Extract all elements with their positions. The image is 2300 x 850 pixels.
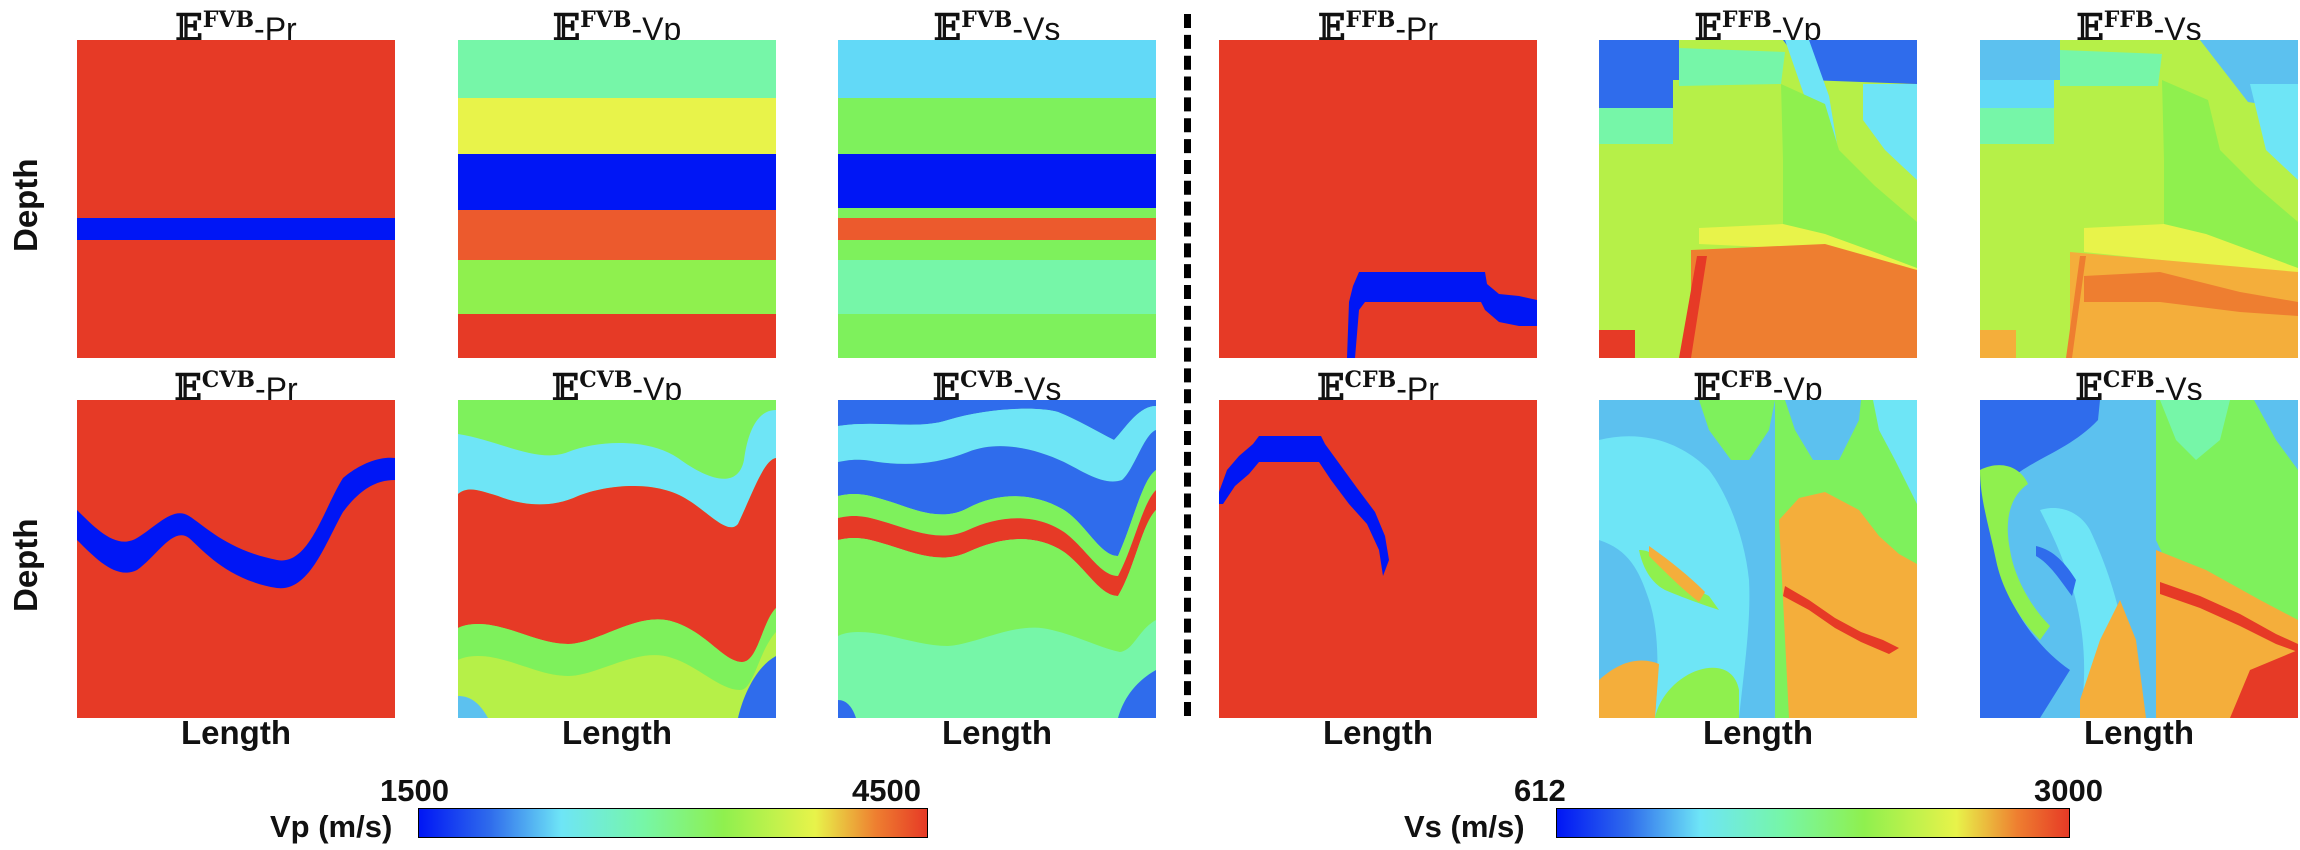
layer	[1679, 48, 1785, 86]
layer	[458, 210, 776, 260]
layer	[1980, 40, 2298, 110]
layer	[458, 608, 776, 690]
layer	[2060, 50, 2162, 86]
layer	[2160, 582, 2298, 652]
panel-cvb-vs	[838, 400, 1156, 718]
layer	[1599, 80, 1673, 108]
layer	[458, 400, 776, 479]
layer	[458, 632, 776, 718]
colorbar-vp-max: 4500	[852, 773, 921, 808]
layer	[838, 260, 1156, 314]
layer	[1873, 400, 1917, 504]
layer	[1980, 80, 2054, 108]
layer	[2162, 80, 2298, 270]
layer	[77, 40, 395, 358]
layer	[458, 154, 776, 210]
panel-fvb-vp	[458, 40, 776, 358]
panel-fvb-vs	[838, 40, 1156, 358]
layer	[1649, 546, 1705, 602]
layer	[838, 490, 1156, 596]
layer	[838, 208, 1156, 218]
section-divider	[1184, 14, 1191, 716]
layer	[2160, 400, 2230, 460]
layer	[2080, 600, 2146, 718]
layer	[1980, 465, 2050, 640]
panel-cvb-vp	[458, 400, 776, 718]
layer	[838, 154, 1156, 208]
layer	[838, 240, 1156, 260]
layer	[2084, 272, 2298, 316]
layer	[838, 510, 1156, 652]
layer	[1599, 40, 1917, 84]
panel-fvb-pr	[77, 40, 395, 358]
colorbar-vp-min: 1500	[380, 773, 449, 808]
panel-cfb-vp	[1599, 400, 1917, 718]
layer	[1599, 660, 1659, 718]
panel-ffb-pr	[1219, 40, 1537, 358]
layer	[1980, 330, 2016, 358]
layer	[2230, 650, 2298, 718]
layer	[458, 40, 776, 98]
layer	[1863, 84, 1917, 180]
x-axis-label: Length	[2084, 714, 2194, 751]
colorbar-vs-min: 612	[1514, 773, 1566, 808]
panel-cfb-vs	[1980, 400, 2298, 718]
layer	[2250, 84, 2298, 180]
layer	[838, 470, 1156, 576]
layer	[838, 700, 856, 718]
x-axis-label: Length	[1703, 714, 1813, 751]
layer	[458, 314, 776, 358]
layer	[1699, 400, 1775, 460]
layer	[458, 260, 776, 314]
layer	[838, 40, 1156, 98]
layer	[1679, 256, 1707, 358]
y-axis-label-row1: Depth	[7, 158, 44, 253]
layer	[2084, 224, 2298, 274]
layer	[838, 98, 1156, 154]
layer	[77, 457, 395, 589]
colorbar-vs-label: Vs (m/s)	[1404, 809, 1525, 844]
layer	[458, 696, 488, 718]
layer	[1599, 108, 1673, 144]
panel-ffb-vs	[1980, 40, 2298, 358]
layer	[1785, 400, 1861, 460]
x-axis-label: Length	[181, 714, 291, 751]
x-axis-label: Length	[942, 714, 1052, 751]
panel-cfb-pr	[1219, 400, 1537, 718]
colorbar-vs	[1556, 808, 2070, 838]
layer	[1781, 84, 1917, 270]
layer	[1118, 670, 1156, 718]
colorbar-vp	[418, 808, 928, 838]
layer	[1783, 586, 1899, 654]
panel-title: 𝔼FVB-Vp	[552, 7, 682, 49]
layer	[77, 218, 395, 240]
layer	[838, 218, 1156, 240]
layer	[738, 656, 776, 718]
layer	[838, 430, 1156, 556]
layer	[2036, 546, 2076, 596]
layer	[2066, 256, 2086, 358]
layer	[838, 400, 1156, 440]
layer	[458, 98, 776, 154]
layer	[1219, 436, 1389, 576]
colorbar-vp-label: Vp (m/s)	[270, 809, 393, 844]
layer	[838, 406, 1156, 482]
layer	[1347, 272, 1537, 358]
layer	[838, 314, 1156, 358]
panel-cvb-pr	[77, 400, 395, 718]
layer	[458, 410, 776, 528]
x-axis-label: Length	[562, 714, 672, 751]
x-axis-label: Length	[1323, 714, 1433, 751]
panel-ffb-vp	[1599, 40, 1917, 358]
y-axis-label-row2: Depth	[7, 518, 44, 613]
layer	[1980, 108, 2054, 144]
layer	[1599, 330, 1635, 358]
layer	[1779, 492, 1917, 718]
layer	[2254, 400, 2298, 470]
layer	[458, 458, 776, 662]
layer	[1691, 244, 1917, 358]
colorbar-vs-max: 3000	[2034, 773, 2103, 808]
layer	[1655, 667, 1739, 718]
panel-title: 𝔼CFB-Vs	[2075, 367, 2203, 409]
